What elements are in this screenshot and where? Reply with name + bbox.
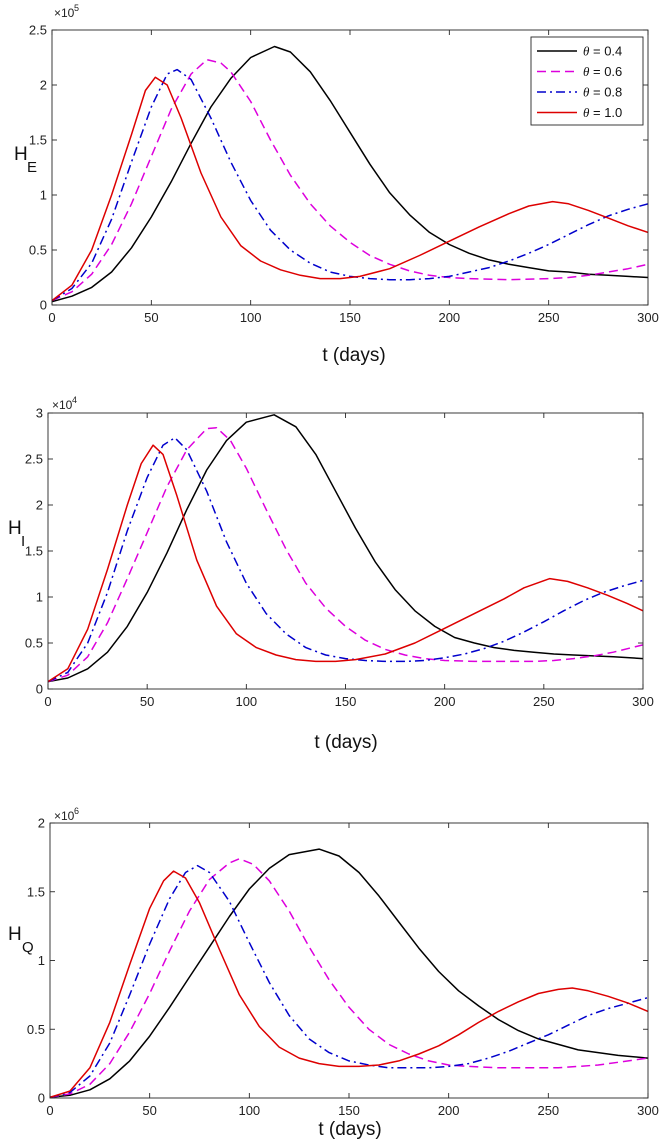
series-line-he-0	[52, 45, 648, 303]
x-tick-label-hq-4: 200	[438, 1103, 460, 1118]
xlabel-hq: t (days)	[318, 1119, 381, 1140]
x-tick-label-he-4: 200	[438, 310, 460, 325]
x-tick-label-hq-3: 150	[338, 1103, 360, 1118]
ylabel-he-subscript: E	[27, 159, 37, 176]
y-tick-label-hi-6: 3	[36, 406, 43, 421]
x-tick-label-he-1: 50	[144, 310, 158, 325]
legend-value-he-1: = 0.6	[589, 64, 622, 79]
x-tick-label-hi-2: 100	[235, 694, 257, 709]
ylabel-hq-main: H	[8, 924, 22, 945]
y-tick-label-hq-2: 1	[38, 953, 45, 968]
legend-value-he-3: = 1.0	[589, 105, 622, 120]
y-tick-label-hq-3: 1.5	[27, 884, 45, 899]
legend-theta-he-1: θ	[583, 64, 590, 79]
series-group-he	[52, 45, 648, 303]
x-tick-label-hq-5: 250	[537, 1103, 559, 1118]
y-tick-label-he-2: 1	[40, 188, 47, 203]
x-tick-label-hq-0: 0	[46, 1103, 53, 1118]
panel-hi: H I ×10 4 t (days) 0 50 100 150 200 250 300 0 0.…	[8, 395, 654, 753]
x-tick-label-hq-1: 50	[142, 1103, 156, 1118]
series-group-hq	[50, 848, 648, 1098]
y-tick-label-hi-4: 2	[36, 498, 43, 513]
series-line-hi-3	[48, 444, 643, 683]
x-tick-label-hq-2: 100	[238, 1103, 260, 1118]
ylabel-hq-subscript: Q	[22, 939, 34, 956]
panel-he: H E ×10 5 t (days) 0 50 100 150 200 250 300 0 0.…	[14, 3, 659, 366]
y-tick-label-hq-4: 2	[38, 816, 45, 831]
xlabel-he: t (days)	[322, 345, 385, 366]
ylabel-he: H E	[14, 144, 37, 176]
y-exponent-hq: ×10 6	[54, 806, 79, 823]
x-tick-label-hi-5: 250	[533, 694, 555, 709]
series-line-hq-0	[50, 848, 648, 1098]
y-tick-label-he-3: 1.5	[29, 133, 47, 148]
x-tick-label-hi-6: 300	[632, 694, 654, 709]
series-line-he-1	[52, 58, 648, 302]
ylabel-hi-subscript: I	[21, 533, 25, 550]
series-line-hq-1	[50, 858, 648, 1098]
y-tick-label-hi-0: 0	[36, 682, 43, 697]
y-exponent-hi: ×10 4	[52, 395, 77, 412]
ylabel-hi-main: H	[8, 518, 22, 539]
x-tick-label-hi-3: 150	[335, 694, 357, 709]
legend-value-he-0: = 0.4	[589, 44, 622, 59]
legend-theta-he-0: θ	[583, 44, 590, 59]
series-line-hq-3	[50, 870, 648, 1098]
x-tick-label-he-6: 300	[637, 310, 659, 325]
series-line-hi-1	[48, 426, 643, 683]
ylabel-hq: H Q	[8, 924, 34, 956]
x-tick-label-hi-0: 0	[44, 694, 51, 709]
x-tick-label-hi-1: 50	[140, 694, 154, 709]
series-group-hi	[48, 414, 643, 683]
x-tick-label-he-5: 250	[538, 310, 560, 325]
legend-he: θ = 0.4θ = 0.6θ = 0.8θ = 1.0	[530, 36, 644, 126]
x-tick-label-hq-6: 300	[637, 1103, 659, 1118]
y-exponent-hi-power: 4	[72, 395, 77, 405]
y-tick-label-hi-1: 0.5	[25, 636, 43, 651]
y-tick-label-he-4: 2	[40, 78, 47, 93]
ylabel-he-main: H	[14, 144, 28, 165]
legend-theta-he-3: θ	[583, 105, 590, 120]
x-tick-label-he-2: 100	[240, 310, 262, 325]
series-line-he-2	[52, 68, 648, 302]
legend-value-he-2: = 0.8	[589, 85, 622, 100]
y-tick-label-hq-1: 0.5	[27, 1022, 45, 1037]
y-tick-label-he-1: 0.5	[29, 243, 47, 258]
y-tick-label-hi-5: 2.5	[25, 452, 43, 467]
x-tick-label-he-3: 150	[339, 310, 361, 325]
series-line-hq-2	[50, 864, 648, 1098]
legend-label-he-2: θ = 0.8	[583, 85, 622, 100]
y-exponent-he: ×10 5	[54, 3, 79, 20]
y-tick-label-he-5: 2.5	[29, 23, 47, 38]
x-tick-label-hi-4: 200	[434, 694, 456, 709]
y-exponent-hi-base: ×10	[52, 398, 73, 412]
series-line-he-3	[52, 76, 648, 302]
y-tick-label-hi-2: 1	[36, 590, 43, 605]
xlabel-hi: t (days)	[314, 732, 377, 753]
y-tick-label-hi-3: 1.5	[25, 544, 43, 559]
y-exponent-hq-power: 6	[74, 806, 79, 816]
legend-label-he-1: θ = 0.6	[583, 64, 622, 79]
x-tick-label-he-0: 0	[48, 310, 55, 325]
ylabel-hi: H I	[8, 518, 25, 550]
y-tick-label-hq-0: 0	[38, 1091, 45, 1106]
y-exponent-he-power: 5	[74, 3, 79, 13]
y-exponent-he-base: ×10	[54, 6, 75, 20]
legend-label-he-0: θ = 0.4	[583, 44, 622, 59]
legend-label-he-3: θ = 1.0	[583, 105, 622, 120]
y-exponent-hq-base: ×10	[54, 809, 75, 823]
panel-hq: H Q ×10 6 t (days) 0 50 100 150 200 250 300 0 0.…	[8, 806, 659, 1140]
y-tick-label-he-0: 0	[40, 298, 47, 313]
legend-theta-he-2: θ	[583, 85, 590, 100]
series-line-hi-0	[48, 414, 643, 683]
